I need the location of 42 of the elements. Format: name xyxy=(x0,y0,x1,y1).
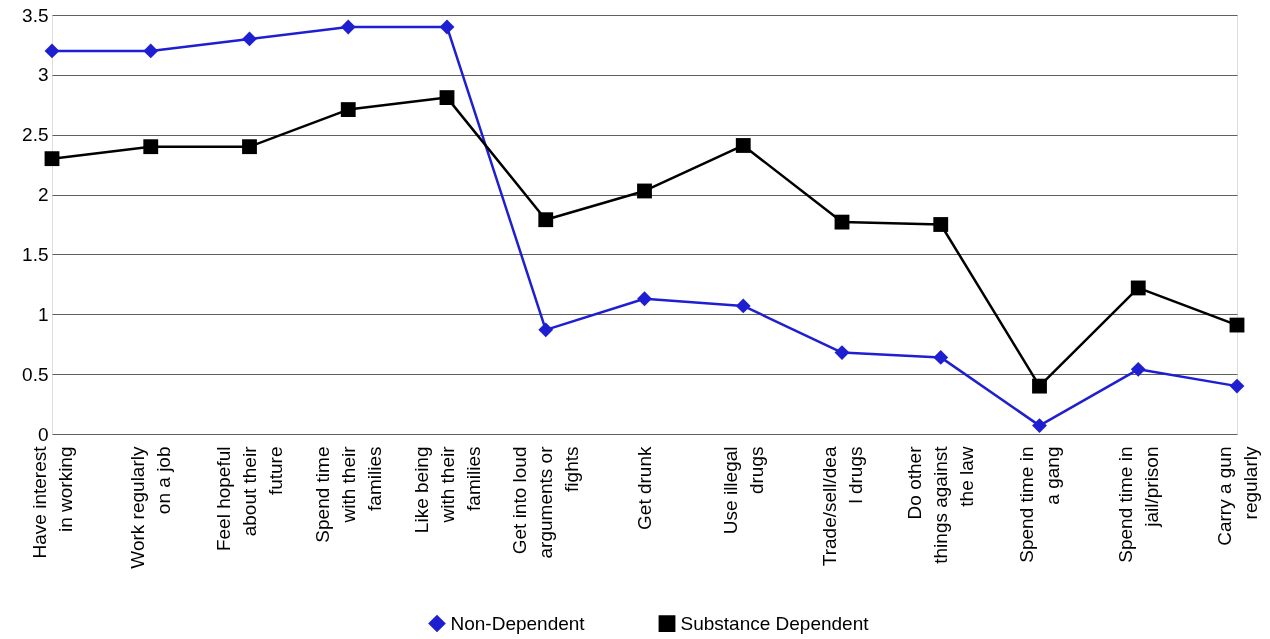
y-tick-label: 0.5 xyxy=(22,363,49,385)
x-tick-label: Use illegal drugs xyxy=(719,446,767,535)
point xyxy=(735,298,751,314)
y-tick-label: 1.5 xyxy=(22,243,49,265)
point xyxy=(439,90,455,106)
legend-label: Non-Dependent xyxy=(450,612,586,634)
point xyxy=(1032,378,1047,394)
point xyxy=(44,151,60,167)
point xyxy=(834,345,850,361)
point xyxy=(1130,280,1146,296)
y-tick-label: 0 xyxy=(37,423,49,445)
point xyxy=(143,139,159,155)
x-tick-label: Trade/sell/deal drugs xyxy=(818,446,866,567)
x-tick-label: Get into loud arguments or fights xyxy=(509,445,583,559)
x-tick-label: Get drunk xyxy=(634,446,655,530)
point xyxy=(933,349,949,365)
point xyxy=(637,291,652,307)
y-tick-label: 1 xyxy=(37,303,49,325)
x-tick-label: Spend time in a gang xyxy=(1016,446,1063,563)
point xyxy=(538,212,554,228)
point xyxy=(1229,378,1245,394)
point xyxy=(143,43,159,59)
y-tick-label: 3 xyxy=(37,64,49,86)
point xyxy=(735,138,751,153)
point xyxy=(834,214,850,230)
point xyxy=(242,139,257,155)
point xyxy=(933,217,949,232)
point xyxy=(44,43,60,59)
point xyxy=(439,19,455,35)
y-tick-label: 2 xyxy=(37,184,49,206)
y-tick-label: 3.5 xyxy=(22,4,49,26)
point xyxy=(538,322,554,338)
x-tick-label: Work regularly on a job xyxy=(127,446,175,569)
point xyxy=(637,183,652,199)
x-tick-label: Have interest in working xyxy=(28,445,76,559)
point xyxy=(1032,418,1047,434)
point xyxy=(340,19,356,35)
legend-label: Substance Dependent xyxy=(680,612,870,634)
point xyxy=(1130,361,1146,377)
point xyxy=(340,102,356,117)
x-tick-label: Feel hopeful about their future xyxy=(213,445,286,552)
y-tick-label: 2.5 xyxy=(22,124,49,146)
